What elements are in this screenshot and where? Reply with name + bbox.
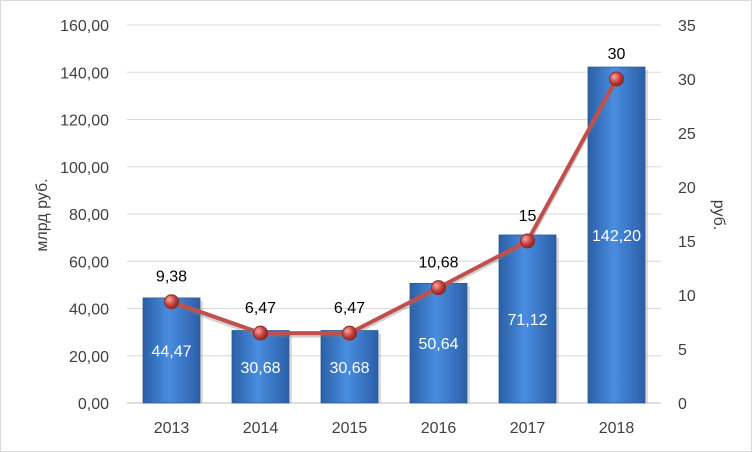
x-tick-label: 2013 (154, 420, 190, 437)
y2-tick-label: 25 (678, 126, 696, 143)
y2-tick-label: 35 (678, 18, 696, 35)
y-tick-label: 140,00 (60, 65, 109, 82)
y-axis-title: млрд руб. (34, 178, 51, 251)
y2-tick-label: 0 (678, 396, 687, 413)
y2-tick-label: 20 (678, 180, 696, 197)
line-marker (342, 325, 357, 341)
bar-data-label: 50,64 (418, 336, 458, 353)
y-tick-label: 160,00 (60, 18, 109, 35)
axes: 0,00 20,00 40,00 60,00 80,00 100,00 120,00 140,… (60, 18, 696, 437)
bar (587, 66, 646, 404)
x-tick-label: 2014 (243, 420, 279, 437)
line-data-label: 30 (608, 46, 626, 63)
y2-tick-label: 15 (678, 234, 696, 251)
bar (231, 330, 290, 404)
line-marker (520, 233, 535, 249)
y2-tick-label: 5 (678, 342, 687, 359)
x-tick-label: 2015 (332, 420, 368, 437)
line-marker (164, 294, 179, 310)
x-tick-label: 2016 (421, 420, 457, 437)
bar-data-label: 142,20 (592, 228, 641, 245)
gridlines (127, 24, 661, 404)
line-data-label: 9,38 (156, 269, 187, 286)
bar-series: 44,47 30,68 30,68 50,64 71,12 142,20 (142, 66, 648, 404)
bar-data-label: 71,12 (507, 312, 547, 329)
y-tick-label: 100,00 (60, 160, 109, 177)
x-tick-label: 2017 (510, 420, 546, 437)
line-data-label: 15 (519, 208, 537, 225)
y2-axis-title: руб. (710, 200, 727, 231)
y-tick-label: 120,00 (60, 113, 109, 130)
y-tick-label: 80,00 (69, 207, 109, 224)
bar (498, 234, 557, 404)
y-tick-label: 60,00 (69, 254, 109, 271)
bar-data-label: 30,68 (240, 360, 280, 377)
y2-tick-label: 10 (678, 288, 696, 305)
bar-data-label: 44,47 (151, 343, 191, 360)
line-path (170, 78, 619, 336)
line-series: 9,38 6,47 6,47 10,68 15 30 (156, 46, 626, 341)
y-tick-label: 20,00 (69, 349, 109, 366)
bar (142, 297, 201, 404)
bar-data-label: 30,68 (329, 360, 369, 377)
y2-tick-label: 30 (678, 72, 696, 89)
y-tick-label: 40,00 (69, 302, 109, 319)
x-tick-label: 2018 (599, 420, 635, 437)
line-data-label: 6,47 (334, 300, 365, 317)
line-data-label: 10,68 (418, 255, 458, 272)
line-data-label: 6,47 (245, 300, 276, 317)
line-marker (609, 71, 624, 87)
line-marker (431, 280, 446, 296)
y-tick-label: 0,00 (78, 396, 109, 413)
line-marker (253, 325, 268, 341)
